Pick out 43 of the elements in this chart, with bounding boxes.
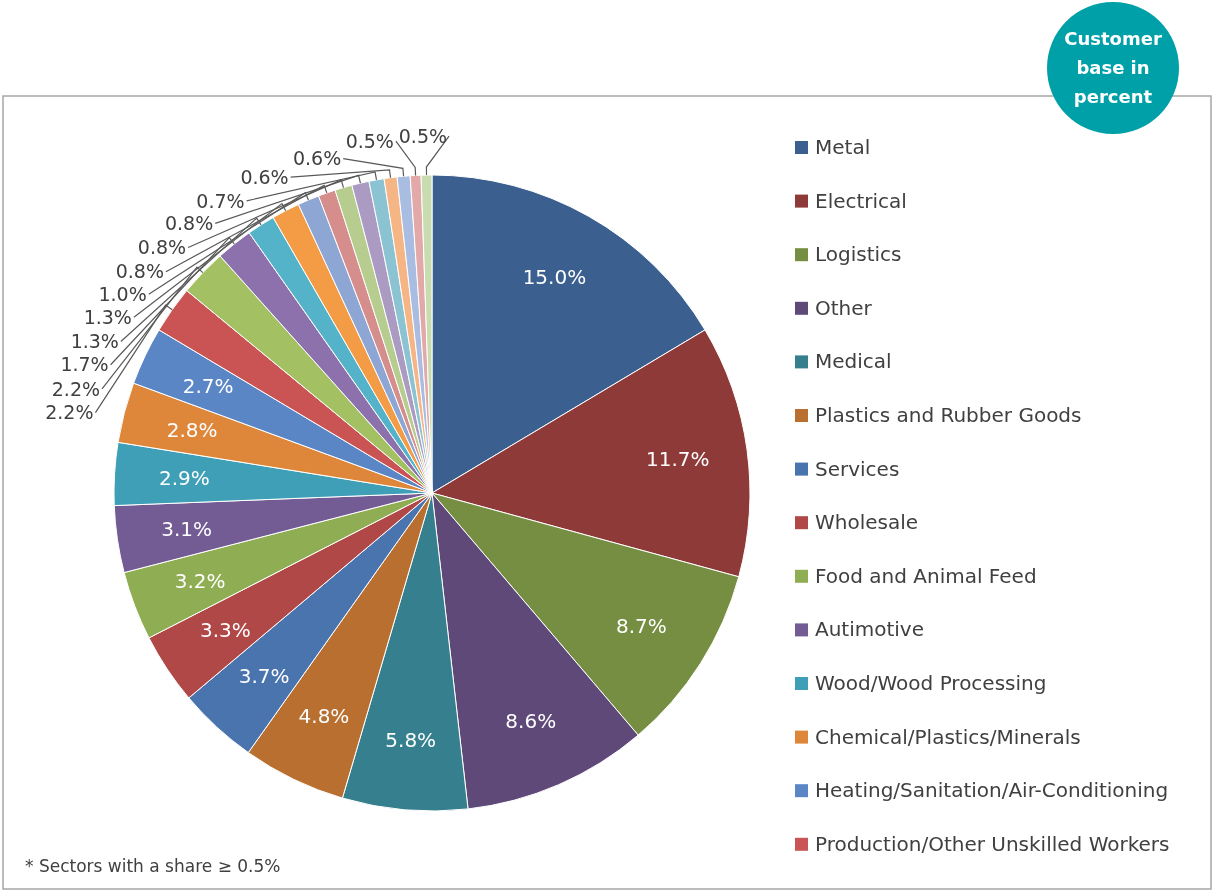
legend-label: Plastics and Rubber Goods bbox=[815, 403, 1082, 427]
chart-title: Customer base in percent bbox=[1064, 28, 1162, 108]
legend-label: Other bbox=[815, 295, 873, 320]
data-label: 3.1% bbox=[161, 517, 213, 542]
data-label: 1.3% bbox=[70, 330, 119, 353]
data-label: 0.8% bbox=[137, 236, 187, 259]
data-label: 8.7% bbox=[615, 614, 667, 639]
legend-label: Logistics bbox=[815, 242, 902, 267]
data-label: 3.2% bbox=[174, 569, 226, 594]
data-label: 8.6% bbox=[505, 708, 557, 733]
data-label: 5.8% bbox=[385, 728, 437, 753]
data-label: 3.3% bbox=[200, 618, 251, 643]
legend-label: Medical bbox=[815, 349, 892, 374]
data-label: 0.8% bbox=[164, 211, 214, 234]
data-label: 0.6% bbox=[240, 165, 289, 188]
legend-label: Electrical bbox=[815, 188, 907, 213]
legend-label: Wholesale bbox=[815, 510, 919, 535]
data-label: 4.8% bbox=[298, 704, 350, 729]
legend-label: Heating/Sanitation/Air-Conditioning bbox=[815, 778, 1169, 803]
legend-label: Metal bbox=[815, 135, 871, 159]
data-label: 3.7% bbox=[238, 663, 290, 688]
data-label: 0.7% bbox=[196, 189, 245, 212]
data-label: 1.3% bbox=[83, 305, 132, 328]
data-label: 0.6% bbox=[292, 147, 342, 170]
legend-label: Food and Animal Feed bbox=[815, 563, 1037, 588]
legend-label: Services bbox=[815, 456, 900, 481]
data-label: 0.5% bbox=[345, 129, 394, 152]
legend-label: Production/Other Unskilled Workers bbox=[815, 831, 1170, 856]
legend-label: Autimotive bbox=[815, 617, 925, 642]
data-label: 1.7% bbox=[60, 353, 109, 376]
data-label: 2.8% bbox=[166, 418, 218, 443]
data-label: 2.2% bbox=[45, 401, 94, 424]
data-label: 0.5% bbox=[398, 124, 448, 147]
data-label: 2.2% bbox=[51, 377, 101, 400]
data-label: 15.0% bbox=[522, 265, 587, 290]
data-label: 0.8% bbox=[115, 260, 164, 283]
data-label: 2.7% bbox=[182, 374, 234, 399]
data-label: 1.0% bbox=[98, 282, 147, 305]
legend-label: Chemical/Plastics/Minerals bbox=[815, 724, 1081, 749]
text: * Sectors with a share ≥ 0.5% bbox=[25, 855, 281, 876]
data-label: 2.9% bbox=[159, 466, 210, 491]
legend-label: Wood/Wood Processing bbox=[815, 671, 1047, 695]
data-label: 11.7% bbox=[645, 447, 710, 472]
